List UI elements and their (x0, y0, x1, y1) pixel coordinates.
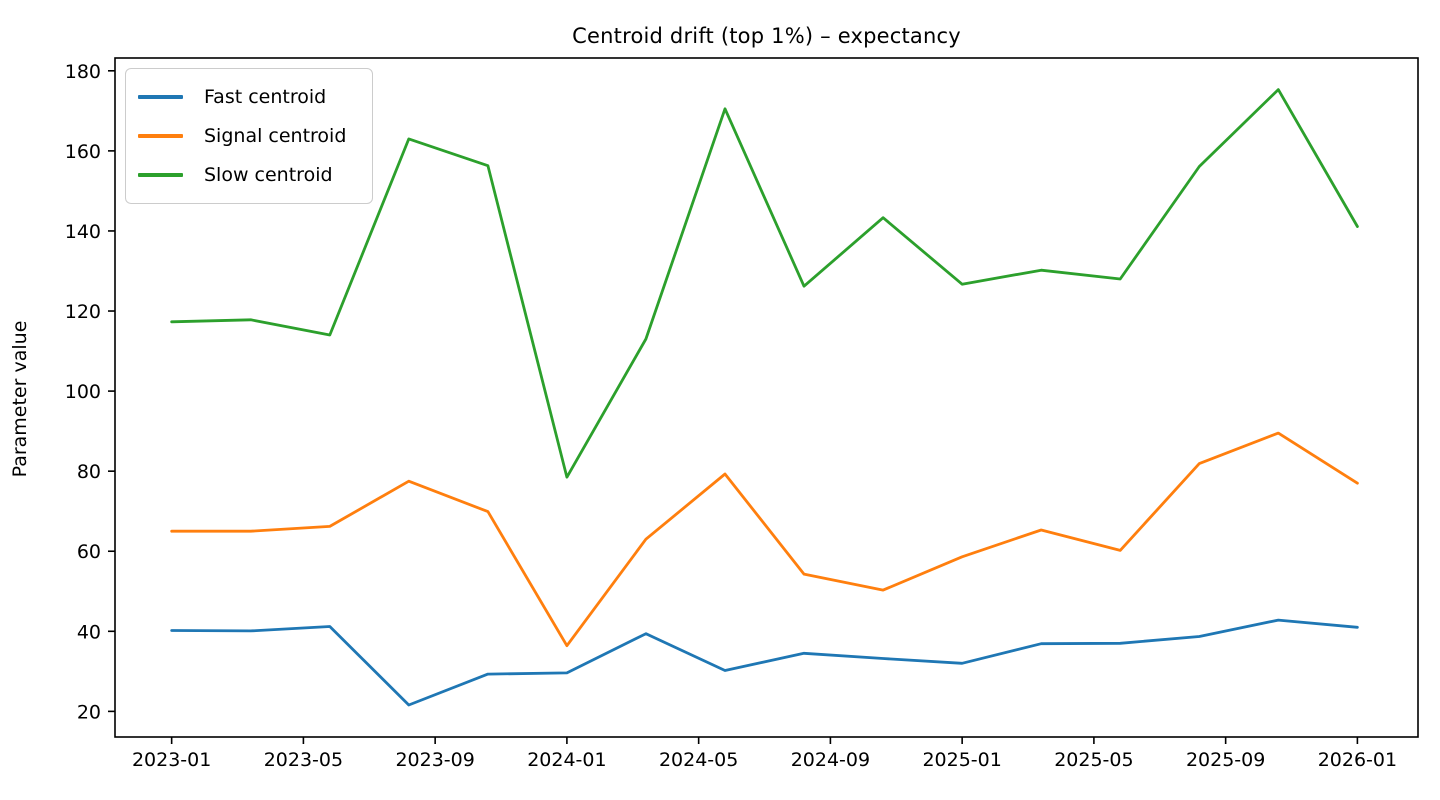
y-tick-label: 40 (77, 621, 101, 643)
y-tick-label: 180 (65, 61, 101, 83)
legend-label: Slow centroid (204, 163, 333, 186)
legend: Fast centroid Signal centroid Slow centr… (125, 68, 373, 204)
x-tick-label: 2026-01 (1318, 749, 1397, 771)
y-tick-label: 140 (65, 221, 101, 243)
series-line-slow-centroid (170, 88, 1359, 479)
y-tick-label: 80 (77, 461, 101, 483)
y-tick-label: 60 (77, 541, 101, 563)
legend-line-swatch-signal (138, 133, 183, 138)
x-tick-label: 2023-09 (395, 749, 474, 771)
x-tick-label: 2025-05 (1054, 749, 1133, 771)
axes-frame (114, 57, 1419, 738)
x-tick-label: 2024-01 (527, 749, 606, 771)
x-tick-label: 2025-01 (922, 749, 1001, 771)
x-tick-label: 2024-09 (791, 749, 870, 771)
series-line-fast-centroid (170, 618, 1359, 707)
legend-entry-signal-centroid: Signal centroid (126, 116, 372, 155)
legend-entry-fast-centroid: Fast centroid (126, 77, 372, 116)
y-tick-label: 160 (65, 141, 101, 163)
y-axis-label: Parameter value (9, 320, 31, 478)
legend-label: Fast centroid (204, 85, 327, 108)
legend-label: Signal centroid (204, 124, 347, 147)
legend-line-swatch-slow (138, 172, 183, 177)
y-tick-label: 120 (65, 301, 101, 323)
y-tick-label: 100 (65, 381, 101, 403)
legend-line-swatch-fast (138, 94, 183, 99)
x-tick-label: 2024-05 (659, 749, 738, 771)
x-tick-label: 2023-05 (264, 749, 343, 771)
x-tick-label: 2023-01 (132, 749, 211, 771)
chart-title: Centroid drift (top 1%) – expectancy (572, 24, 961, 48)
y-tick-label: 20 (77, 701, 101, 723)
x-tick-label: 2025-09 (1186, 749, 1265, 771)
series-line-signal-centroid (170, 431, 1359, 648)
legend-entry-slow-centroid: Slow centroid (126, 155, 372, 194)
